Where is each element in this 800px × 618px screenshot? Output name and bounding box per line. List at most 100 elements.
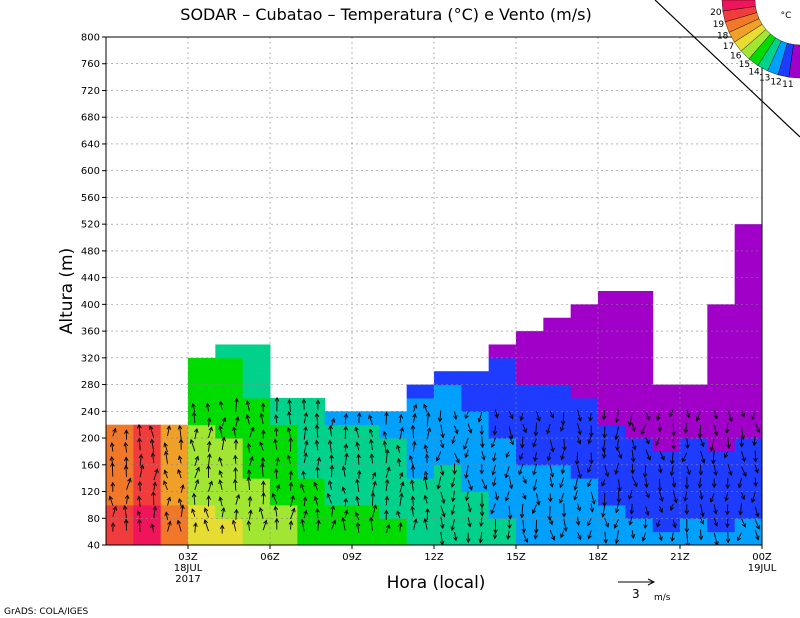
- wind-vector: [191, 508, 196, 517]
- temperature-cell: [625, 424, 654, 439]
- wind-vector-head: [303, 509, 308, 515]
- wind-vector: [604, 531, 607, 543]
- temperature-cell: [160, 518, 189, 533]
- temperature-cell: [488, 357, 517, 372]
- wind-vector-head: [698, 495, 704, 501]
- wind-vector: [631, 503, 633, 514]
- wind-vector-head: [315, 399, 321, 404]
- wind-vector: [656, 520, 660, 528]
- temperature-cell: [625, 304, 654, 319]
- temperature-cell: [215, 451, 244, 466]
- wind-vector-head: [532, 486, 538, 492]
- wind-vector-head: [546, 456, 552, 462]
- temperature-cell: [707, 451, 736, 466]
- wind-vector-head: [588, 432, 594, 438]
- wind-vector: [235, 416, 239, 427]
- y-axis-label: Altura (m): [57, 248, 77, 334]
- wind-vector-head: [614, 508, 620, 514]
- temperature-cell: [652, 397, 681, 412]
- temperature-cell: [543, 371, 572, 386]
- wind-vector-head: [233, 454, 238, 460]
- wind-vector: [399, 493, 403, 507]
- wind-vector-head: [245, 400, 251, 405]
- wind-vector: [344, 510, 348, 518]
- wind-vector: [753, 436, 756, 446]
- wind-vector-head: [481, 455, 486, 461]
- temperature-cell: [215, 411, 244, 426]
- wind-vector: [344, 444, 347, 453]
- temperature-cell: [434, 371, 462, 386]
- wind-vector-head: [258, 507, 264, 512]
- wind-vector: [440, 531, 443, 545]
- temperature-cell: [652, 411, 681, 426]
- wind-vector-head: [671, 482, 677, 488]
- wind-vector: [463, 437, 469, 450]
- wind-vector-head: [235, 416, 240, 421]
- wind-vector-head: [384, 495, 390, 501]
- temperature-cell: [242, 491, 271, 506]
- temperature-cell: [461, 478, 490, 493]
- temperature-cell: [461, 504, 490, 519]
- wind-vector-head: [549, 472, 555, 478]
- wind-vector: [153, 469, 158, 481]
- temperature-cell: [488, 438, 517, 452]
- wind-vector-head: [683, 429, 689, 434]
- temperature-cell: [242, 464, 271, 479]
- wind-vector-head: [482, 484, 487, 490]
- temperature-cell: [652, 504, 681, 519]
- wind-vector-head: [740, 495, 746, 501]
- temperature-cell: [406, 518, 435, 533]
- wind-vector: [562, 412, 565, 425]
- wind-vector: [301, 519, 305, 532]
- wind-vector: [604, 465, 609, 477]
- temperature-cell: [106, 451, 134, 466]
- temperature-cell: [543, 357, 572, 372]
- wind-vector-head: [167, 520, 172, 526]
- colorbar-label: 16: [730, 52, 742, 62]
- wind-vector: [492, 464, 496, 475]
- wind-vector-head: [355, 441, 360, 447]
- wind-vector: [657, 412, 660, 421]
- wind-vector-head: [109, 455, 115, 461]
- wind-vector-head: [423, 444, 429, 449]
- temperature-cell: [680, 531, 708, 545]
- wind-vector: [331, 418, 335, 427]
- wind-vector-head: [741, 522, 746, 528]
- wind-vector-head: [194, 455, 200, 461]
- wind-vector-head: [441, 512, 446, 518]
- wind-vector-head: [656, 522, 661, 528]
- wind-vector: [751, 492, 756, 503]
- temperature-cell: [324, 424, 353, 439]
- wind-vector-head: [218, 400, 224, 406]
- wind-vector-head: [464, 453, 469, 459]
- wind-vector: [616, 438, 619, 451]
- temperature-cell: [707, 518, 736, 533]
- wind-vector: [754, 519, 760, 530]
- temperature-cell: [160, 491, 189, 506]
- temperature-cell: [406, 438, 435, 452]
- wind-vector-head: [371, 471, 377, 477]
- wind-vector-head: [725, 538, 731, 544]
- wind-vector: [412, 425, 414, 439]
- wind-vector: [219, 480, 223, 490]
- wind-vector: [439, 410, 442, 422]
- temperature-cell: [242, 411, 271, 426]
- wind-vector: [727, 463, 732, 476]
- wind-vector-head: [562, 446, 567, 452]
- wind-vector: [520, 412, 524, 421]
- temperature-cell: [270, 397, 298, 412]
- wind-vector-head: [614, 539, 620, 545]
- wind-vector-head: [560, 455, 565, 461]
- wind-vector: [440, 424, 444, 438]
- wind-vector-head: [218, 479, 223, 485]
- wind-vector-head: [547, 516, 552, 521]
- wind-vector: [741, 410, 745, 418]
- wind-vector-head: [290, 494, 295, 500]
- wind-vector-head: [191, 402, 196, 408]
- wind-vector: [153, 506, 156, 518]
- wind-vector: [303, 497, 306, 507]
- temperature-cell: [488, 518, 517, 533]
- wind-vector-head: [617, 454, 623, 460]
- wind-vector-head: [533, 431, 539, 437]
- wind-vector-head: [163, 442, 168, 448]
